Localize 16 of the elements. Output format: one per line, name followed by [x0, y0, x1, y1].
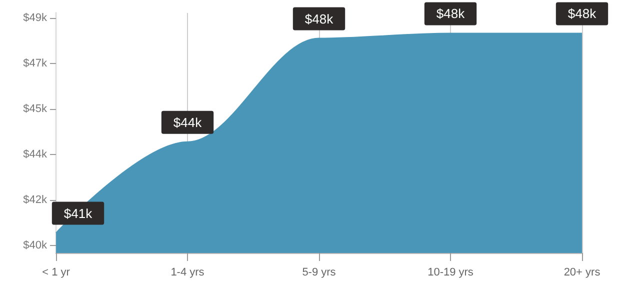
x-tick-label: 5-9 yrs: [302, 266, 336, 278]
data-label: $41k: [64, 206, 93, 221]
x-tick-label: 10-19 yrs: [428, 266, 474, 278]
x-tick-label: 1-4 yrs: [170, 266, 205, 278]
y-tick-label: $49k: [23, 12, 48, 24]
y-tick-label: $42k: [23, 194, 48, 206]
data-label: $48k: [568, 6, 597, 22]
y-tick-label: $40k: [23, 239, 48, 252]
x-tick-label: 20+ yrs: [564, 266, 601, 278]
data-label: $48k: [436, 6, 466, 22]
x-tick-label: < 1 yr: [42, 266, 70, 278]
data-label: $48k: [304, 11, 334, 26]
y-tick-label: $44k: [23, 148, 48, 160]
y-tick-label: $45k: [23, 103, 48, 115]
data-label: $44k: [173, 114, 202, 130]
y-tick-label: $47k: [23, 58, 48, 70]
